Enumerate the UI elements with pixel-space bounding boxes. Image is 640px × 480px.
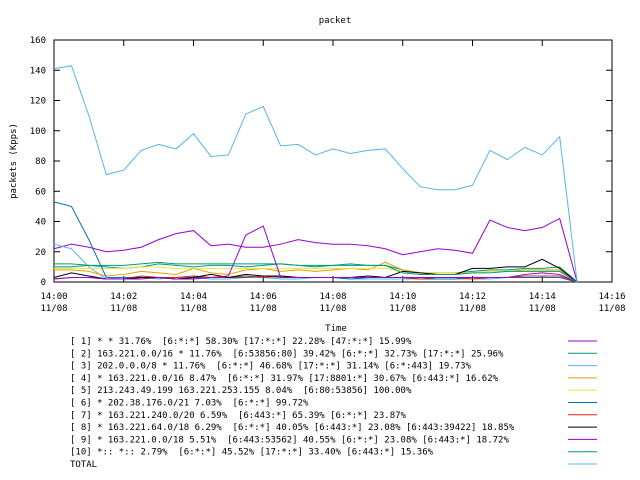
x-tick-label: 14:14 11/08 [529, 292, 556, 314]
series-line [53, 217, 578, 283]
x-tick-label: 14:16 11/08 [598, 292, 625, 314]
y-axis-label: packets (Kpps) [9, 123, 19, 199]
x-tick-label-line: 14:06 [250, 292, 277, 302]
legend-label: [ 3] 202.0.0.0/8 * 11.76% [6:*:*] 46.68%… [70, 362, 472, 372]
legend-label: [ 8] * 163.221.64.0/18 6.29% [6:*:*] 40.… [70, 423, 515, 433]
legend-label: [10] *:: *:: 2.79% [6:*:*] 45.52% [17:*:… [70, 448, 434, 458]
chart-title: packet [319, 16, 352, 26]
x-tick-label-line: 14:00 [40, 292, 67, 302]
x-tick-label-line: 11/08 [250, 304, 277, 314]
x-tick-label-line: 11/08 [40, 304, 67, 314]
y-tick-label: 60 [35, 187, 46, 197]
y-tick-label: 80 [35, 157, 46, 167]
legend-label: [ 7] * 163.221.240.0/20 6.59% [6:443:*] … [70, 411, 407, 421]
series-line [53, 65, 578, 283]
y-tick-label: 120 [30, 97, 46, 107]
x-axis-label: Time [325, 324, 347, 334]
y-tick-label: 160 [30, 36, 46, 46]
series-line [54, 266, 578, 283]
series-line [53, 225, 578, 283]
x-tick-label: 14:02 11/08 [110, 292, 137, 314]
legend-label: [ 5] 213.243.49.199 163.221.253.155 8.04… [70, 386, 412, 396]
legend-label: [ 1] * * 31.76% [6:*:*] 58.30% [17:*:*] … [70, 337, 412, 347]
plot-border [53, 39, 613, 283]
y-tick-label: 40 [35, 218, 46, 228]
x-tick-label: 14:00 11/08 [40, 292, 67, 314]
x-tick-label-line: 11/08 [459, 304, 486, 314]
x-tick-label-line: 14:04 [180, 292, 207, 302]
x-tick-label-line: 14:10 [389, 292, 416, 302]
legend-label: [ 9] * 163.221.0.0/18 5.51% [6:443:53562… [70, 435, 509, 445]
x-tick-label-line: 14:08 [319, 292, 346, 302]
y-tick-label: 140 [30, 66, 46, 76]
x-tick-label: 14:06 11/08 [250, 292, 277, 314]
y-tick-label: 100 [30, 127, 46, 137]
x-tick-label-line: 11/08 [319, 304, 346, 314]
legend-label: [ 4] * 163.221.0.0/16 8.47% [6:*:*] 31.9… [70, 374, 499, 384]
x-tick-label-line: 14:16 [598, 292, 625, 302]
x-tick-label: 14:12 11/08 [459, 292, 486, 314]
x-tick-label: 14:04 11/08 [180, 292, 207, 314]
x-tick-label-line: 11/08 [389, 304, 416, 314]
x-tick-label-line: 14:14 [529, 292, 556, 302]
x-tick-label-line: 14:12 [459, 292, 486, 302]
x-tick-label-line: 11/08 [598, 304, 625, 314]
x-tick-label-line: 14:02 [110, 292, 137, 302]
y-tick-label: 20 [35, 248, 46, 258]
x-tick-label: 14:10 11/08 [389, 292, 416, 314]
legend-label: TOTAL [70, 460, 97, 470]
legend-label: [ 2] 163.221.0.0/16 * 11.76% [6:53856:80… [70, 349, 504, 359]
x-tick-label: 14:08 11/08 [319, 292, 346, 314]
series-line [54, 261, 578, 283]
y-tick-label: 0 [41, 278, 46, 288]
x-tick-label-line: 11/08 [180, 304, 207, 314]
x-tick-label-line: 11/08 [110, 304, 137, 314]
series-line [53, 243, 578, 283]
x-tick-label-line: 11/08 [529, 304, 556, 314]
legend-label: [ 6] * 202.38.176.0/21 7.03% [6:*:*] 99.… [70, 399, 309, 409]
